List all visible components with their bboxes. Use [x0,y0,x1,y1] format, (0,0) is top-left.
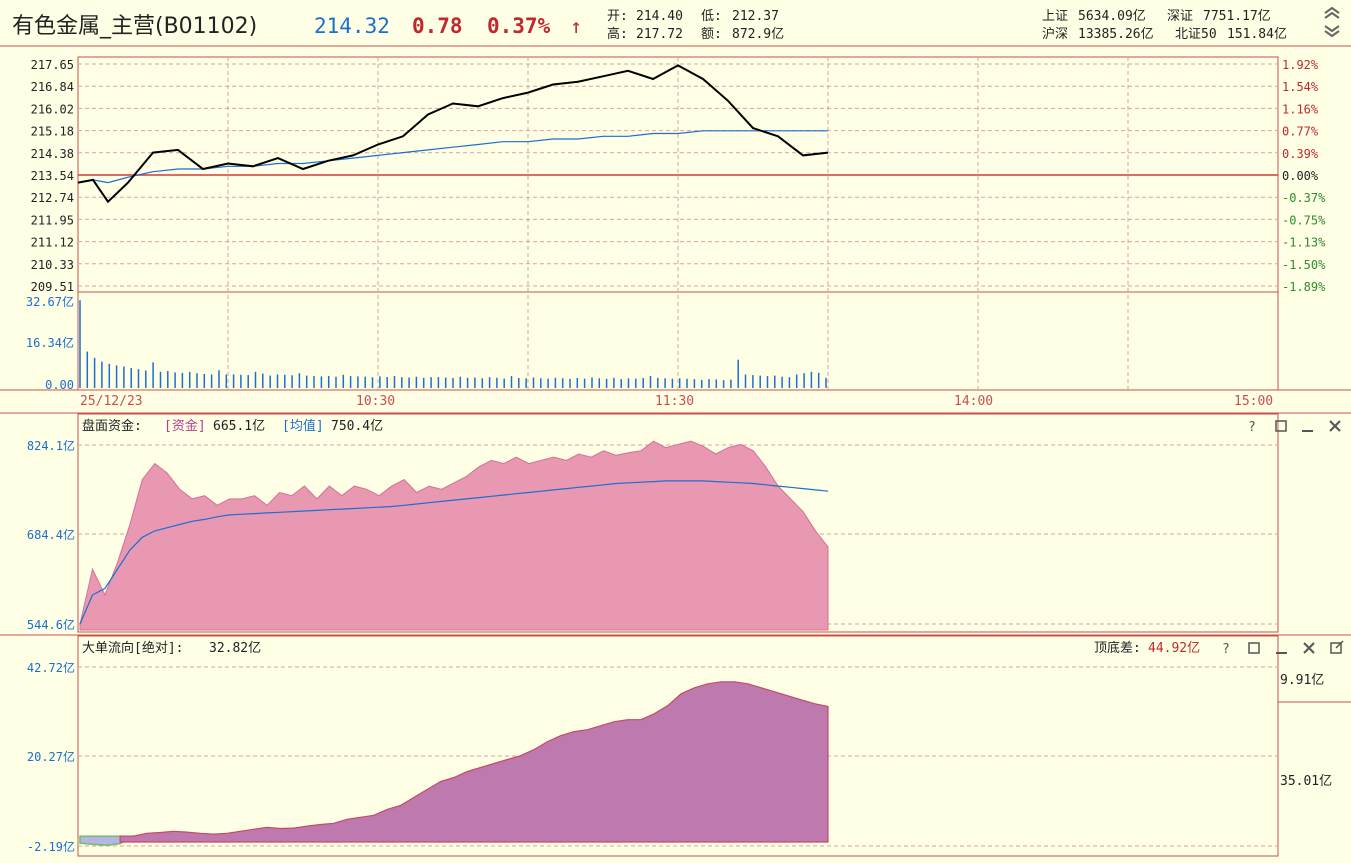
price-tick: 209.51 [31,280,74,294]
low-value: 212.37 [732,9,779,24]
volume-tick: 0.00 [45,378,74,392]
low-label: 低: [701,9,722,24]
date-label: 25/12/23 [80,394,143,409]
double-chevron-down-icon[interactable] [1324,25,1340,38]
volume-axis: 32.67亿 16.34亿 0.00 [26,294,74,392]
price-tick: 216.02 [31,102,74,116]
bigorder-panel-frame [77,635,1279,857]
close-icon[interactable] [1303,642,1315,654]
fund-panel-controls: ? [1248,420,1341,435]
volume-bars [79,300,827,388]
pct-tick: 1.54% [1282,80,1319,94]
time-label-1130: 11:30 [655,394,694,409]
popout-icon[interactable] [1330,640,1344,654]
index-sz-label: 深证 [1167,9,1193,24]
price-axis-left: 217.65 216.84 216.02 215.18 214.38 213.54 212.… [31,58,74,294]
maximize-icon[interactable] [1275,420,1287,432]
fund-panel-frame [77,413,1279,633]
up-arrow-icon: ↑ [570,14,582,38]
bigorder-right-top: 9.91亿 [1280,673,1324,688]
pct-tick: 1.16% [1282,102,1319,116]
bigorder-area [119,681,829,843]
pct-axis-right: 1.92% 1.54% 1.16% 0.77% 0.39% 0.00% -0.37% -0.7… [1282,58,1326,294]
high-label: 高: [607,26,628,42]
price-line [77,64,829,204]
pct-tick: 0.00% [1282,169,1319,183]
price-tick: 211.12 [31,236,74,250]
price-tick: 214.38 [31,147,74,161]
price-change: 0.78 [412,14,463,38]
fund-tag: [资金] [164,418,206,434]
fund-axis: 824.1亿 684.4亿 544.6亿 [27,438,75,632]
bigorder-panel-label: 大单流向[绝对]: [82,640,183,656]
time-label-1500: 15:00 [1234,394,1273,409]
price-tick: 216.84 [31,80,74,94]
bigorder-axis: 42.72亿 20.27亿 -2.19亿 [27,660,75,854]
open-label: 开: [607,9,628,24]
volume-tick: 16.34亿 [26,335,74,350]
pct-tick: -0.75% [1282,213,1326,227]
index-hs-label: 沪深 [1042,26,1068,42]
close-icon[interactable] [1329,420,1341,432]
current-price: 214.32 [314,14,390,38]
index-sz-value: 7751.17亿 [1203,9,1271,24]
open-value: 214.40 [636,9,683,24]
index-hs-value: 13385.26亿 [1078,27,1154,42]
pct-tick: 0.77% [1282,125,1319,139]
avg-tag: [均值] [282,418,324,434]
time-label-1400: 14:00 [954,394,993,409]
price-tick: 212.74 [31,191,74,205]
price-tick: 210.33 [31,258,74,272]
avg-value: 750.4亿 [331,419,383,434]
spread-label: 顶底差: [1094,640,1141,656]
avg-price-line [77,130,828,184]
help-icon[interactable]: ? [1222,642,1230,657]
bigorder-tick: 42.72亿 [27,660,75,675]
index-bz50-label: 北证50 [1175,27,1217,42]
double-chevron-up-icon[interactable] [1324,6,1340,19]
fund-panel-label: 盘面资金: [82,418,142,434]
bigorder-tick: 20.27亿 [27,749,75,764]
pct-tick: -1.89% [1282,280,1326,294]
bigorder-value: 32.82亿 [209,641,261,656]
volume-tick: 32.67亿 [26,294,74,309]
fund-tick: 824.1亿 [27,438,75,453]
fund-avg-line [79,480,829,625]
pct-tick: -1.13% [1282,236,1326,250]
pct-tick: 1.92% [1282,58,1319,72]
bigorder-right-bottom: 35.01亿 [1280,774,1332,789]
amount-value: 872.9亿 [732,27,784,42]
help-icon[interactable]: ? [1248,420,1256,435]
price-tick: 217.65 [31,58,74,72]
maximize-icon[interactable] [1248,642,1260,654]
security-title: 有色金属_主营(B01102) [12,14,257,39]
price-tick: 213.54 [31,169,74,183]
fund-area [79,440,829,631]
index-bz50-value: 151.84亿 [1227,27,1287,42]
bigorder-tick: -2.19亿 [27,839,75,854]
pct-tick: -1.50% [1282,258,1326,272]
high-value: 217.72 [636,27,683,42]
amount-label: 额: [701,27,722,42]
fund-tick: 684.4亿 [27,527,75,542]
fund-value: 665.1亿 [213,419,265,434]
price-tick: 215.18 [31,125,74,139]
spread-value: 44.92亿 [1148,641,1200,656]
fund-tick: 544.6亿 [27,617,75,632]
index-sh-value: 5634.09亿 [1078,9,1146,24]
bigorder-panel-controls: ? [1222,640,1344,657]
price-tick: 211.95 [31,213,74,227]
pct-tick: -0.37% [1282,191,1326,205]
time-label-1030: 10:30 [356,394,395,409]
price-change-pct: 0.37% [487,14,551,38]
index-sh-label: 上证 [1042,9,1068,24]
pct-tick: 0.39% [1282,147,1319,161]
